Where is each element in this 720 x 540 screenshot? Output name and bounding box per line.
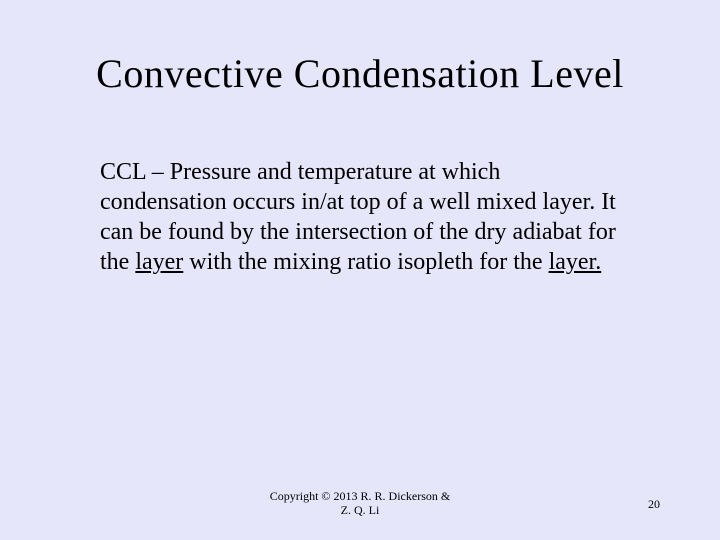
page-title: Convective Condensation Level — [60, 50, 660, 97]
page-number: 20 — [648, 497, 660, 512]
copyright-line-1: Copyright © 2013 R. R. Dickerson & — [270, 489, 450, 503]
copyright-line-2: Z. Q. Li — [341, 503, 380, 517]
underlined-word-2: layer. — [549, 249, 602, 275]
body-paragraph: CCL – Pressure and temperature at which … — [60, 157, 660, 277]
body-middle: with the mixing ratio isopleth for the — [183, 249, 548, 275]
copyright: Copyright © 2013 R. R. Dickerson & Z. Q.… — [270, 489, 450, 518]
footer: Copyright © 2013 R. R. Dickerson & Z. Q.… — [0, 489, 720, 518]
underlined-word-1: layer — [135, 249, 183, 275]
slide: Convective Condensation Level CCL – Pres… — [0, 0, 720, 540]
